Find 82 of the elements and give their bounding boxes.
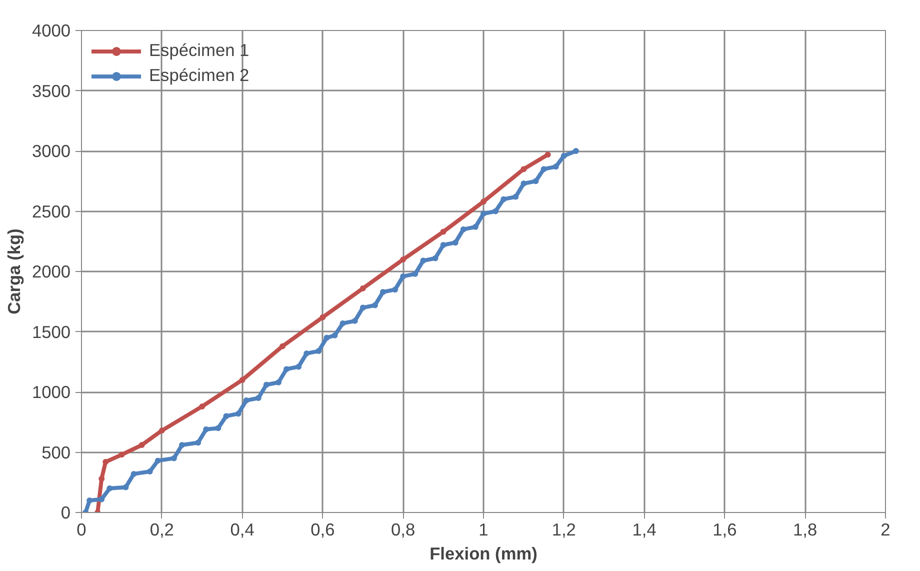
y-axis-title: Carga (kg): [4, 228, 24, 314]
point: [158, 428, 165, 434]
point: [255, 395, 262, 402]
point: [552, 164, 559, 170]
x-tick-label: 1: [478, 520, 488, 540]
point: [472, 224, 478, 230]
x-tick-label: 1,8: [793, 520, 818, 540]
x-axis-title: Flexion (mm): [430, 544, 538, 564]
point: [263, 382, 270, 388]
point: [284, 366, 290, 372]
point: [460, 226, 466, 232]
point: [480, 198, 486, 205]
point: [544, 152, 551, 158]
point: [400, 256, 406, 262]
x-tick-label: 1,4: [632, 520, 657, 540]
x-tick-label: 0,2: [150, 520, 174, 540]
x-tick-label: 0,6: [310, 520, 335, 540]
point: [154, 458, 161, 464]
point: [130, 470, 137, 477]
point: [170, 455, 177, 462]
x-tick-label: 0: [76, 520, 86, 540]
point: [239, 376, 246, 383]
point: [195, 440, 202, 446]
point: [372, 302, 378, 308]
point: [215, 425, 222, 432]
point: [122, 484, 129, 490]
y-tick-label: 2500: [32, 201, 71, 222]
point: [500, 196, 507, 202]
point: [280, 343, 286, 350]
point: [332, 332, 338, 338]
point: [452, 240, 458, 246]
x-tick-label: 1,2: [552, 520, 576, 540]
point: [392, 286, 398, 293]
point: [412, 270, 418, 277]
point: [520, 166, 527, 172]
point: [352, 318, 358, 324]
point: [532, 178, 539, 184]
x-tick-label: 1,6: [712, 520, 737, 540]
x-tick-label: 2: [880, 520, 890, 540]
point: [324, 334, 330, 341]
y-tick-label: 0: [60, 502, 71, 522]
point: [102, 458, 109, 465]
point: [138, 442, 145, 448]
y-tick-label: 3000: [32, 141, 71, 161]
point: [572, 148, 579, 154]
point: [340, 320, 346, 326]
point: [400, 273, 406, 280]
point: [492, 208, 499, 214]
point: [98, 496, 105, 502]
y-tick-label: 4000: [32, 20, 71, 40]
point: [520, 180, 527, 187]
point: [440, 242, 446, 248]
point: [440, 228, 446, 235]
point: [304, 350, 310, 356]
point: [432, 255, 438, 262]
point: [560, 152, 567, 159]
y-tick-label: 1000: [32, 382, 71, 402]
point: [320, 314, 326, 320]
x-tick-label: 0,4: [230, 520, 255, 540]
point: [118, 452, 125, 458]
point: [98, 476, 105, 482]
point: [316, 348, 322, 354]
point: [146, 468, 153, 475]
point: [380, 288, 386, 295]
point: [296, 364, 302, 370]
point: [235, 410, 242, 417]
point: [243, 397, 250, 404]
point: [360, 304, 366, 311]
x-tick-label: 0,8: [391, 520, 416, 540]
point: [512, 194, 519, 200]
point: [360, 285, 366, 292]
point: [420, 258, 426, 264]
point: [223, 413, 230, 420]
y-tick-label: 2000: [32, 262, 71, 282]
point: [199, 403, 206, 410]
y-tick-label: 500: [42, 442, 71, 462]
point: [275, 379, 282, 386]
y-tick-label: 1500: [32, 322, 71, 342]
point: [480, 210, 486, 217]
point: [179, 442, 185, 448]
y-tick-label: 3500: [32, 80, 71, 101]
point: [540, 166, 547, 172]
